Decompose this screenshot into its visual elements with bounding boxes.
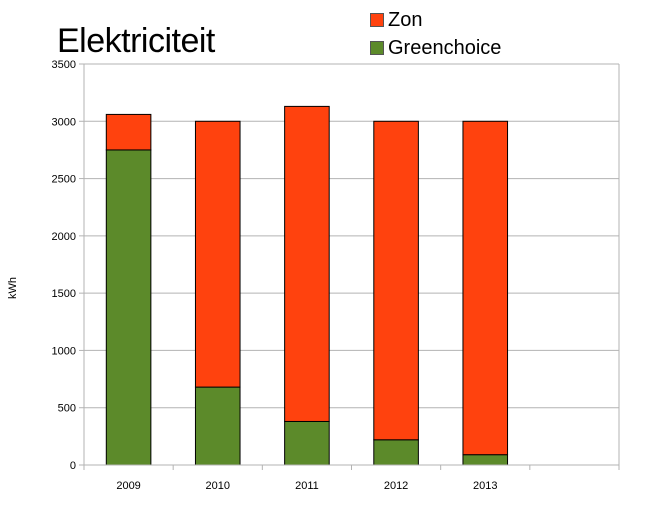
legend-item-greenchoice: Greenchoice <box>370 34 501 62</box>
legend-swatch-greenchoice <box>370 41 384 55</box>
y-tick-label-0: 0 <box>70 460 76 472</box>
bar-greenchoice-2009 <box>105 149 152 466</box>
bar-zon-2012 <box>373 120 419 441</box>
bar-zon-2011 <box>284 105 330 422</box>
legend: Zon Greenchoice <box>370 6 501 62</box>
chart-title: Elektriciteit <box>57 22 215 60</box>
bar-zon-2010 <box>194 120 241 388</box>
legend-item-zon: Zon <box>370 6 501 34</box>
y-tick-label-1000: 1000 <box>52 345 76 357</box>
y-tick-label-500: 500 <box>58 403 76 415</box>
x-tick-label-2010: 2010 <box>206 480 230 492</box>
y-tick-label-2500: 2500 <box>52 174 76 186</box>
y-tick-label-3000: 3000 <box>52 116 76 128</box>
legend-label-greenchoice: Greenchoice <box>388 36 502 59</box>
x-tick-label-2009: 2009 <box>116 480 140 492</box>
bar-greenchoice-2011 <box>284 420 330 466</box>
legend-label-zon: Zon <box>388 8 423 31</box>
bar-greenchoice-2010 <box>194 386 241 466</box>
bar-greenchoice-2012 <box>373 439 419 466</box>
x-tick-label-2013: 2013 <box>473 480 497 492</box>
bar-zon-2013 <box>462 120 509 456</box>
x-tick-label-2012: 2012 <box>384 480 408 492</box>
bar-greenchoice-2013 <box>462 454 509 466</box>
bar-zon-2009 <box>105 113 152 151</box>
y-tick-label-1500: 1500 <box>52 288 76 300</box>
legend-swatch-zon <box>370 13 384 27</box>
y-tick-label-2000: 2000 <box>52 231 76 243</box>
y-tick-label-3500: 3500 <box>52 59 76 71</box>
x-tick-label-2011: 2011 <box>295 480 319 492</box>
